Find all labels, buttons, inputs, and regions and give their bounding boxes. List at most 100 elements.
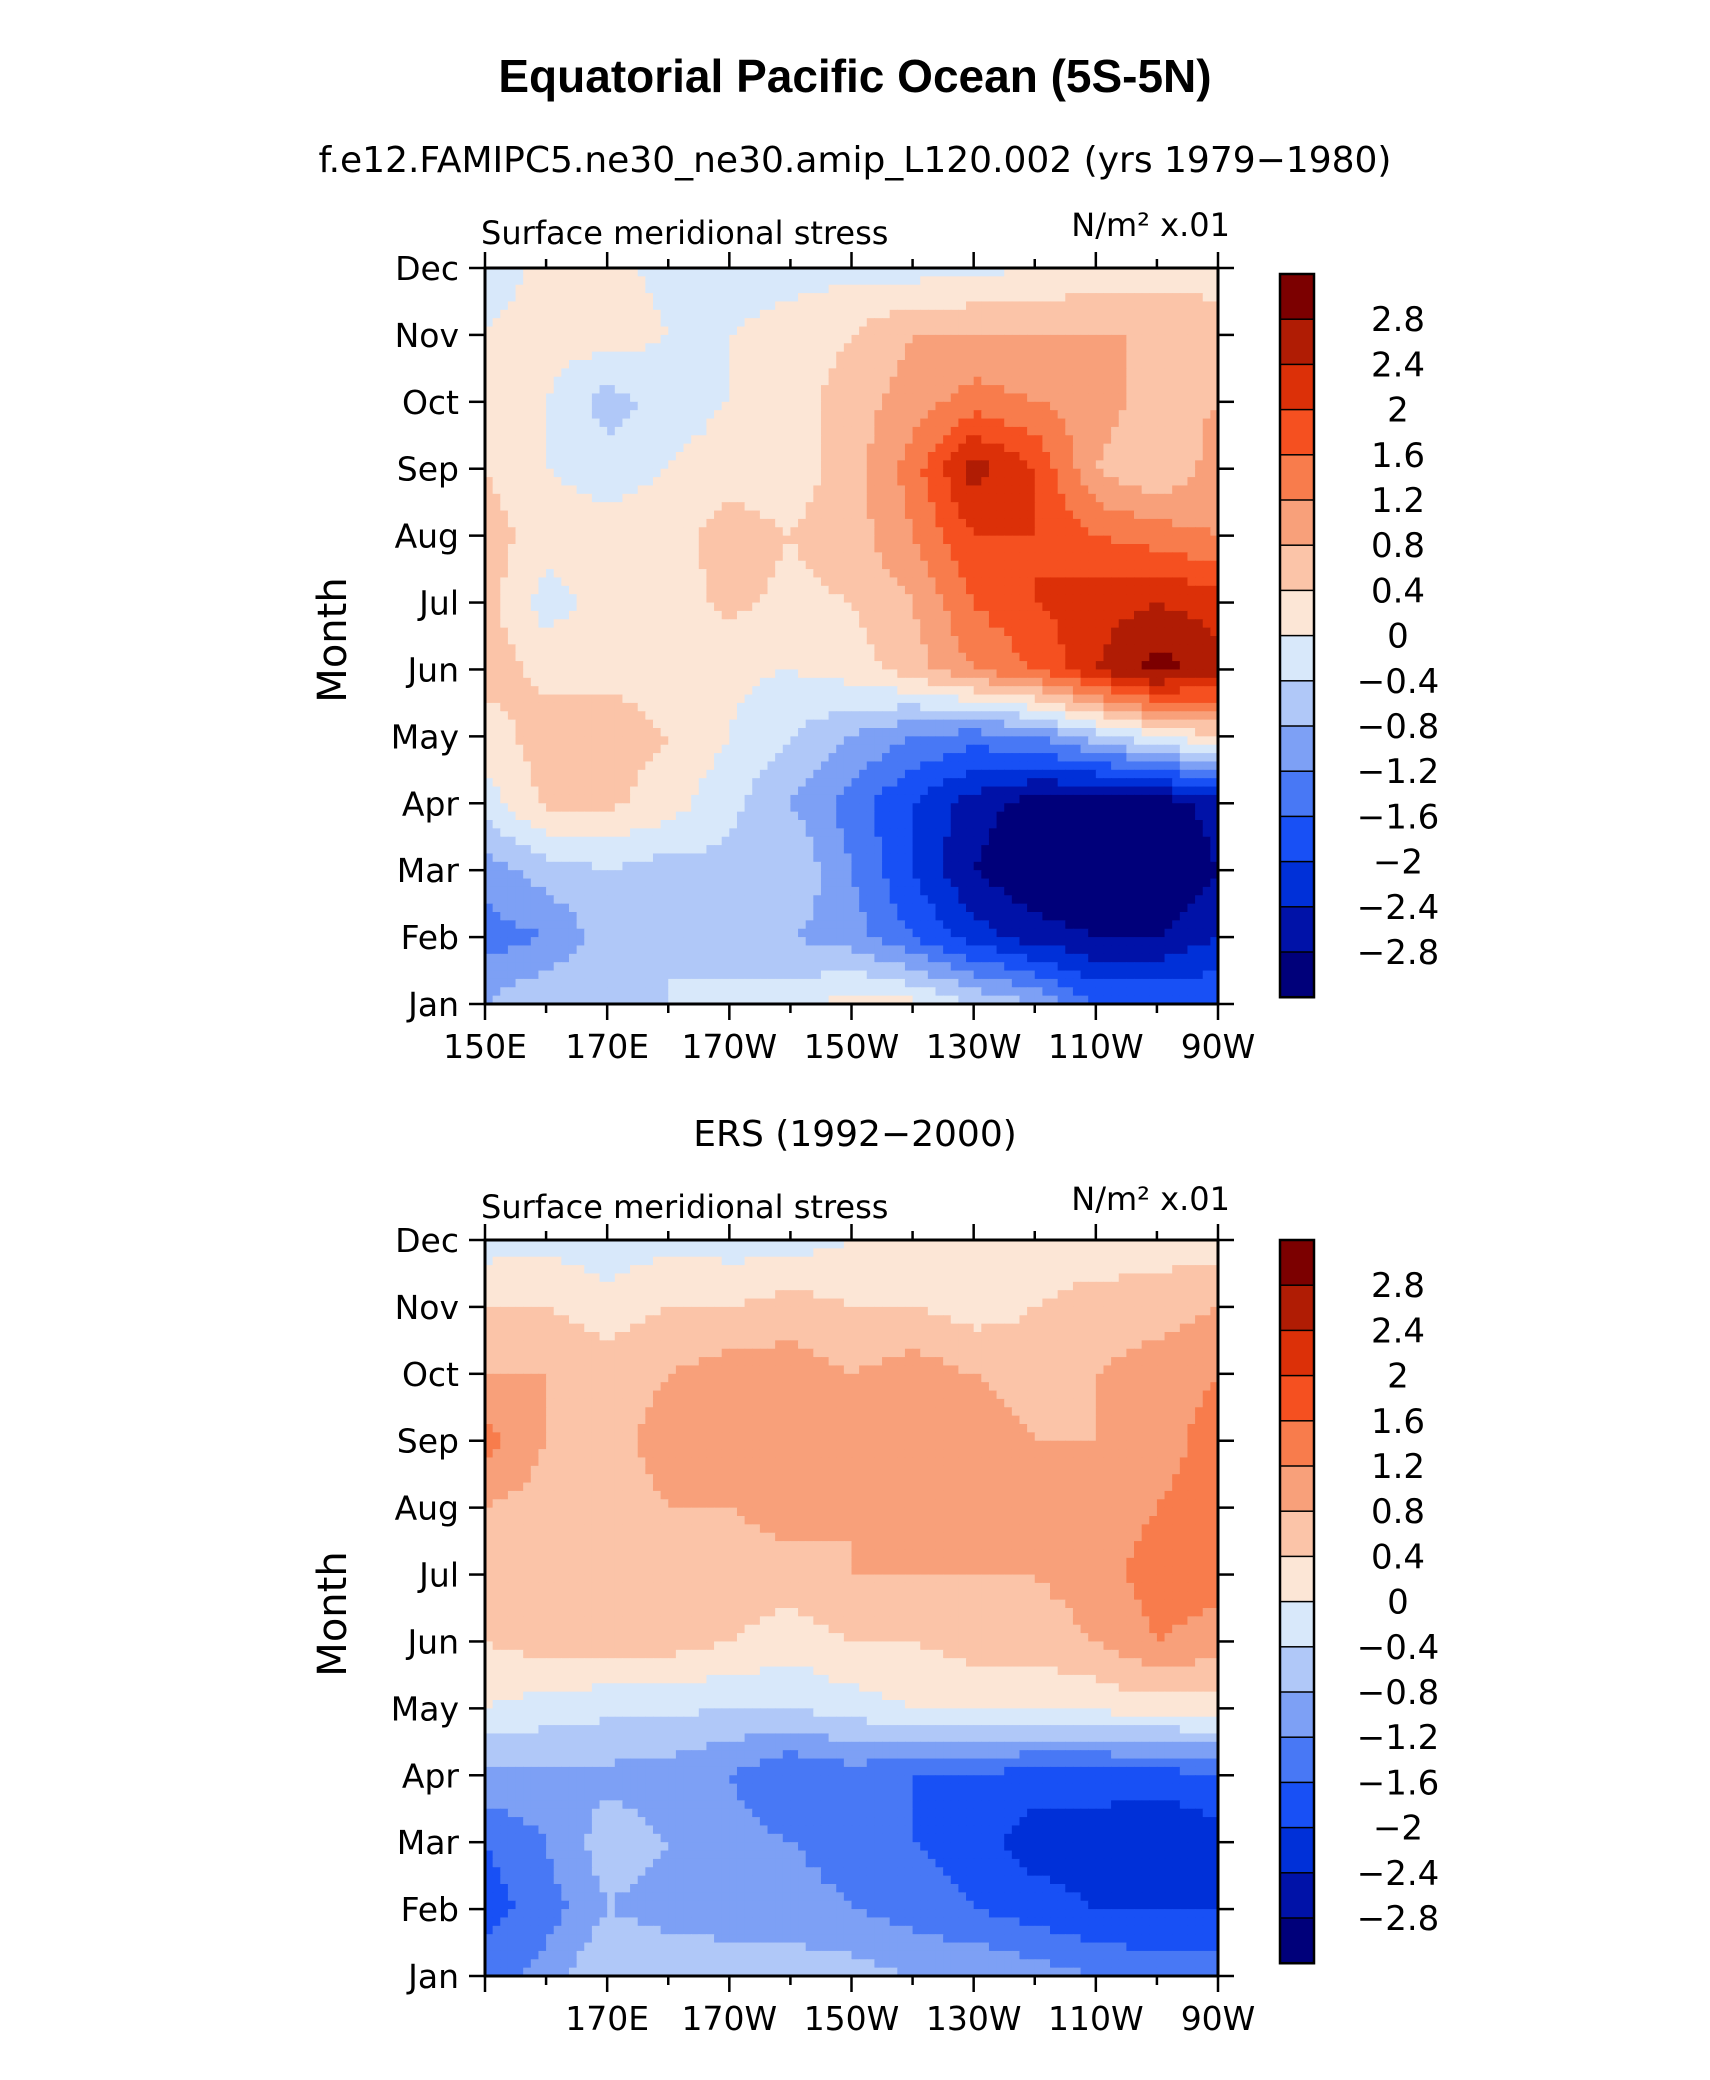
- panel-model-cell: [507, 326, 517, 336]
- panel-model-cell: [897, 426, 906, 436]
- panel-model-cell: [714, 334, 723, 344]
- panel-model-cell: [1011, 385, 1021, 395]
- panel-model-cell: [1011, 535, 1021, 545]
- panel-model-cell: [836, 368, 845, 378]
- panel-model-cell: [706, 376, 715, 386]
- panel-model-cell: [568, 268, 578, 277]
- panel-model-cell: [966, 544, 975, 553]
- panel-model-cell: [836, 560, 845, 570]
- panel-model-cell: [920, 276, 929, 286]
- panel-model-cell: [1179, 284, 1189, 294]
- panel-model-cell: [820, 385, 830, 395]
- panel-model-cell: [1072, 569, 1082, 579]
- panel-model-cell: [1210, 502, 1219, 512]
- panel-model-cell: [752, 401, 761, 411]
- panel-model-cell: [706, 460, 715, 470]
- panel-model-cell: [691, 493, 700, 503]
- panel-model-cell: [568, 485, 578, 495]
- panel-model-cell: [950, 677, 959, 687]
- panel-model-cell: [820, 443, 830, 453]
- panel-model-cell: [561, 443, 570, 453]
- panel-model-cell: [485, 619, 494, 629]
- panel-model-cell: [866, 418, 876, 428]
- panel-model-cell: [546, 334, 555, 344]
- panel-model-cell: [775, 594, 784, 604]
- panel-model-cell: [988, 284, 998, 294]
- panel-model-cell: [691, 452, 700, 461]
- panel-model-cell: [553, 544, 562, 553]
- panel-model-cell: [1118, 276, 1127, 286]
- panel-model-cell: [790, 602, 799, 612]
- panel-model-cell: [1164, 661, 1173, 671]
- panel-model-cell: [927, 694, 937, 704]
- panel-model-cell: [981, 527, 990, 537]
- panel-model-cell: [790, 443, 799, 453]
- panel-model-cell: [988, 627, 998, 637]
- panel-model-cell: [782, 518, 792, 528]
- panel-model-cell: [683, 585, 692, 595]
- panel-model-cell: [1027, 485, 1036, 495]
- panel-model-cell: [1042, 602, 1051, 612]
- panel-model-cell: [744, 518, 753, 528]
- panel-model-cell: [752, 309, 761, 319]
- panel-model-cell: [1065, 535, 1074, 545]
- panel-model-cell: [492, 477, 501, 487]
- panel-model-cell: [729, 334, 738, 344]
- panel-model-cell: [897, 694, 906, 704]
- panel-model-cell: [675, 552, 685, 562]
- panel-model-cell: [500, 468, 509, 478]
- panel-model-cell: [1156, 309, 1166, 319]
- panel-model-cell: [675, 351, 685, 361]
- panel-model-cell: [530, 368, 540, 378]
- panel-model-cell: [775, 652, 784, 662]
- panel-model-cell: [1118, 334, 1127, 344]
- panel-model-cell: [706, 393, 715, 403]
- panel-model-cell: [523, 644, 532, 654]
- panel-model-cell: [492, 577, 501, 587]
- panel-model-cell: [927, 502, 937, 512]
- panel-model-cell: [568, 510, 578, 520]
- panel-model-cell: [614, 527, 624, 537]
- panel-model-cell: [859, 627, 868, 637]
- panel-model-cell: [1103, 426, 1112, 436]
- panel-model-cell: [645, 502, 654, 512]
- panel-model-cell: [790, 418, 799, 428]
- panel-model-cell: [698, 477, 708, 487]
- panel-model-cell: [599, 493, 608, 503]
- panel-model-cell: [736, 560, 746, 570]
- panel-model-cell: [820, 401, 830, 411]
- panel-model-cell: [836, 343, 845, 353]
- panel-model-cell: [935, 301, 944, 311]
- panel-model-cell: [981, 594, 990, 604]
- panel-model-cell: [515, 652, 524, 662]
- panel-model-cell: [607, 636, 616, 645]
- panel-model-cell: [729, 326, 738, 336]
- panel-model-cell: [561, 652, 570, 662]
- panel-model-cell: [1172, 644, 1181, 654]
- panel-model-cell: [576, 677, 585, 687]
- panel-model-cell: [836, 610, 845, 620]
- panel-model-cell: [500, 677, 509, 687]
- panel-model-cell: [485, 585, 494, 595]
- panel-model-cell: [1004, 276, 1013, 286]
- panel-model-cell: [1088, 393, 1097, 403]
- panel-model-cell: [1080, 418, 1089, 428]
- panel-model-cell: [958, 610, 967, 620]
- panel-model-cell: [607, 401, 616, 411]
- panel-model-cell: [1149, 585, 1158, 595]
- panel-model-cell: [546, 686, 555, 696]
- panel-model-cell: [675, 284, 685, 294]
- panel-model-cell: [1004, 460, 1013, 470]
- panel-model-cell: [675, 393, 685, 403]
- panel-model-cell: [500, 334, 509, 344]
- panel-model-cell: [668, 468, 677, 478]
- panel-model-cell: [866, 619, 876, 629]
- panel-model-cell: [775, 376, 784, 386]
- panel-model-cell: [958, 376, 967, 386]
- panel-model-cell: [576, 435, 585, 445]
- panel-model-cell: [996, 326, 1005, 336]
- panel-model-cell: [1088, 585, 1097, 595]
- panel-model-cell: [599, 385, 608, 395]
- panel-model-cell: [1072, 385, 1082, 395]
- panel-model-cell: [698, 393, 708, 403]
